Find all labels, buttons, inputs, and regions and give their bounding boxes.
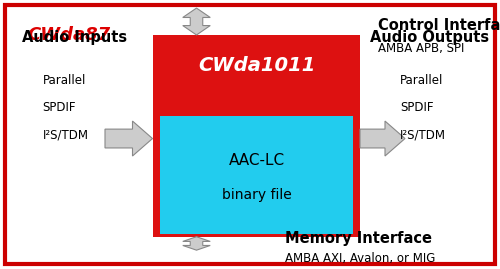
Text: CWda87: CWda87 — [28, 26, 110, 44]
Bar — [160, 116, 352, 234]
Text: AAC-LC: AAC-LC — [228, 153, 284, 168]
FancyBboxPatch shape — [5, 5, 495, 264]
Text: CWda1011: CWda1011 — [198, 56, 315, 75]
Text: SPDIF: SPDIF — [42, 101, 76, 114]
Text: Parallel: Parallel — [400, 74, 444, 87]
Text: SPDIF: SPDIF — [400, 101, 434, 114]
Polygon shape — [105, 121, 152, 156]
Text: I²S/TDM: I²S/TDM — [400, 128, 446, 141]
Text: AMBA AXI, Avalon, or MIG: AMBA AXI, Avalon, or MIG — [285, 252, 436, 265]
Text: Memory Interface: Memory Interface — [285, 231, 432, 246]
Text: AMBA APB, SPI: AMBA APB, SPI — [378, 42, 464, 55]
Text: Audio Inputs: Audio Inputs — [22, 30, 128, 45]
Text: Audio Outputs: Audio Outputs — [370, 30, 490, 45]
Bar — [152, 35, 360, 237]
Text: binary file: binary file — [222, 188, 292, 202]
Text: I²S/TDM: I²S/TDM — [42, 128, 88, 141]
Polygon shape — [183, 8, 210, 35]
Polygon shape — [183, 237, 210, 250]
Text: Parallel: Parallel — [42, 74, 86, 87]
Polygon shape — [360, 121, 405, 156]
Text: Control Interface: Control Interface — [378, 18, 500, 33]
